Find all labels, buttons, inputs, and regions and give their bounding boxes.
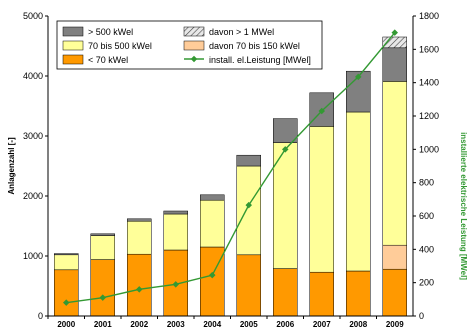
legend-entry: > 500 kWel	[88, 27, 133, 37]
y-axis-right-title: installierte elektrische Leistung [MWel]	[459, 132, 467, 280]
bar-segment-0-2000	[54, 269, 79, 317]
bar-segment-0-2007	[309, 271, 334, 317]
line-point-2006	[281, 146, 289, 153]
legend-swatch	[183, 26, 205, 37]
y-tick-right-label: 0	[419, 311, 424, 321]
x-tick-label: 2007	[313, 320, 331, 327]
line-point-2001	[99, 294, 107, 301]
y-tick-right-label: 1800	[419, 11, 439, 21]
y-tick-right-label: 400	[419, 244, 434, 254]
legend-swatch	[62, 26, 84, 37]
legend-swatch	[183, 40, 205, 51]
x-tick-label: 2003	[167, 320, 185, 327]
y-tick-right-label: 1000	[419, 144, 439, 154]
bar-segment-3-2002	[127, 218, 152, 222]
x-tick-label: 2004	[203, 320, 221, 327]
bar-segment-2-2009	[382, 81, 407, 246]
legend-entry: davon 70 bis 150 kWel	[209, 41, 300, 51]
y-tick-right-label: 800	[419, 178, 434, 188]
axes-layer: 0 1000 2000 3000 4000 5000 0 200 400 600 800 1000 12…	[7, 11, 467, 327]
bars-layer	[54, 36, 407, 317]
y-axis-left-title: Anlagenzahl [-]	[7, 137, 16, 195]
bar-segment-0-2001	[90, 259, 115, 317]
bar-segment-2-2008	[346, 111, 371, 272]
bar-segment-0-2008	[346, 270, 371, 317]
bar-segment-2-2007	[309, 126, 334, 273]
bar-segment-2-2006	[273, 142, 298, 269]
bar-segment-3-2004	[200, 194, 225, 201]
bar-segment-3-2003	[163, 210, 188, 215]
line-point-2004	[208, 271, 216, 279]
legend-line-marker	[190, 55, 198, 63]
line-series	[66, 32, 396, 304]
y-tick-right-label: 1600	[419, 44, 439, 54]
y-tick-right-label: 1400	[419, 78, 439, 88]
y-tick-left-label: 4000	[23, 71, 43, 81]
bar-segment-1-2009	[382, 244, 407, 270]
bar-segment-3-2008	[346, 70, 371, 113]
bar-segment-0-2002	[127, 253, 152, 317]
legend-entry: 70 bis 500 kWel	[88, 41, 152, 51]
x-tick-label: 2009	[386, 320, 404, 327]
legend: > 500 kWel davon > 1 MWel 70 bis 500 kWel d…	[56, 20, 323, 70]
x-tick-label: 2000	[57, 320, 75, 327]
x-tick-label: 2006	[276, 320, 294, 327]
y-tick-right-label: 1200	[419, 111, 439, 121]
bar-segment-0-2005	[236, 254, 261, 317]
legend-swatch	[62, 40, 84, 51]
bar-segment-3-2006	[273, 118, 298, 143]
legend-entry: < 70 kWel	[88, 55, 128, 65]
bar-segment-2-2002	[127, 220, 152, 255]
bar-segment-2-2001	[90, 235, 115, 260]
bar-segment-0-2006	[273, 268, 298, 317]
bar-segment-0-2009	[382, 268, 407, 317]
y-tick-left-label: 1000	[23, 251, 43, 261]
bar-segment-2-2004	[200, 199, 225, 248]
bar-segment-4-2009	[382, 36, 407, 49]
legend-swatch	[62, 54, 84, 65]
bar-segment-2-2003	[163, 213, 188, 251]
y-tick-left-label: 0	[38, 311, 43, 321]
y-tick-left-label: 3000	[23, 131, 43, 141]
x-tick-label: 2001	[94, 320, 112, 327]
y-tick-right-label: 200	[419, 278, 434, 288]
y-tick-left-label: 5000	[23, 11, 43, 21]
legend-entry: davon > 1 MWel	[209, 27, 274, 37]
legend-entry: install. el.Leistung [MWel]	[209, 55, 311, 65]
y-tick-left-label: 2000	[23, 191, 43, 201]
bar-segment-2-2000	[54, 254, 79, 271]
bar-segment-3-2001	[90, 233, 115, 236]
line-point-2003	[172, 281, 180, 288]
y-tick-right-label: 600	[419, 211, 434, 221]
bar-segment-2-2005	[236, 165, 261, 256]
line-point-2005	[245, 201, 253, 209]
line-point-2002	[135, 286, 143, 293]
bar-segment-0-2004	[200, 246, 225, 317]
bar-segment-3-2000	[54, 253, 79, 256]
x-tick-label: 2008	[349, 320, 367, 327]
x-tick-label: 2002	[130, 320, 148, 327]
line-layer	[62, 29, 399, 306]
bar-segment-3-2005	[236, 154, 261, 167]
bar-segment-3-2009	[382, 47, 407, 82]
x-tick-label: 2005	[240, 320, 258, 327]
